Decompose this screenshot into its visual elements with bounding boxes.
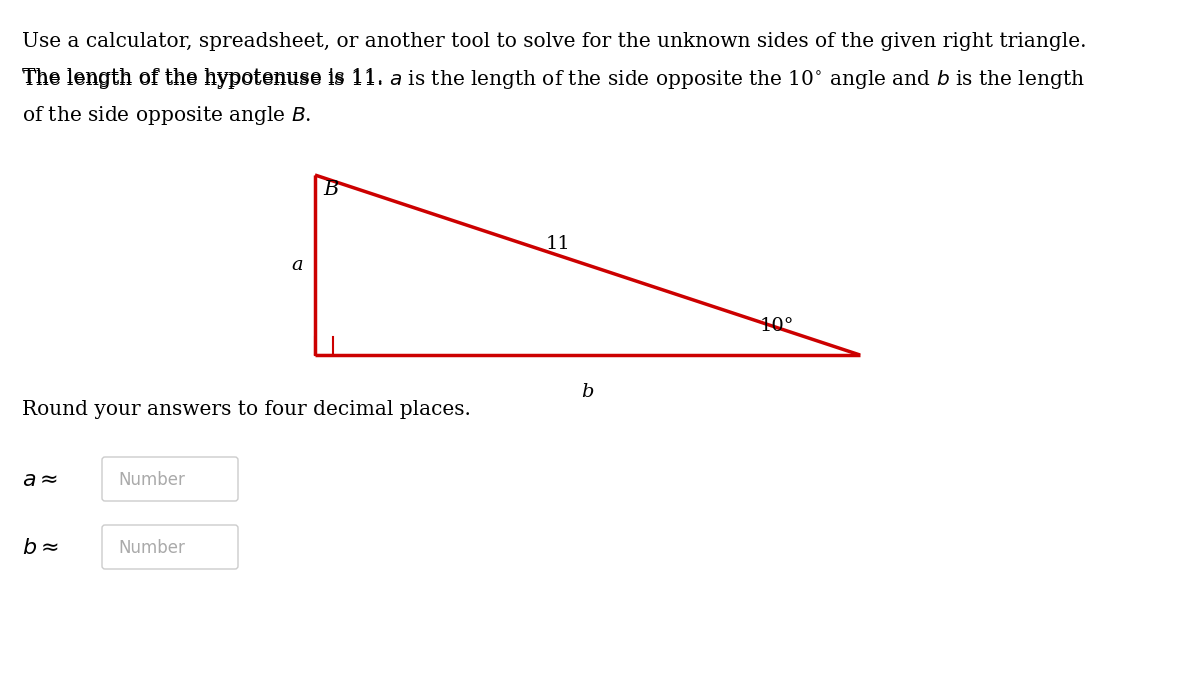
Text: Number: Number [118,539,185,557]
Text: of the side opposite angle $B$.: of the side opposite angle $B$. [22,104,311,127]
Text: B: B [323,180,338,199]
Text: a: a [292,256,302,274]
Text: Round your answers to four decimal places.: Round your answers to four decimal place… [22,400,470,419]
Text: b: b [581,383,594,401]
FancyBboxPatch shape [102,525,238,569]
Text: 11: 11 [545,235,570,253]
Text: Use a calculator, spreadsheet, or another tool to solve for the unknown sides of: Use a calculator, spreadsheet, or anothe… [22,32,1086,51]
Text: The length of the hypotenuse is 11. $a$ is the length of the side opposite the 1: The length of the hypotenuse is 11. $a$ … [22,68,1085,91]
FancyBboxPatch shape [102,457,238,501]
Text: $b \approx$: $b \approx$ [22,537,59,559]
Text: 10°: 10° [760,317,794,335]
Text: $a \approx$: $a \approx$ [22,469,59,491]
Text: Number: Number [118,471,185,489]
Text: The length of the hypotenuse is 11.: The length of the hypotenuse is 11. [22,68,390,87]
